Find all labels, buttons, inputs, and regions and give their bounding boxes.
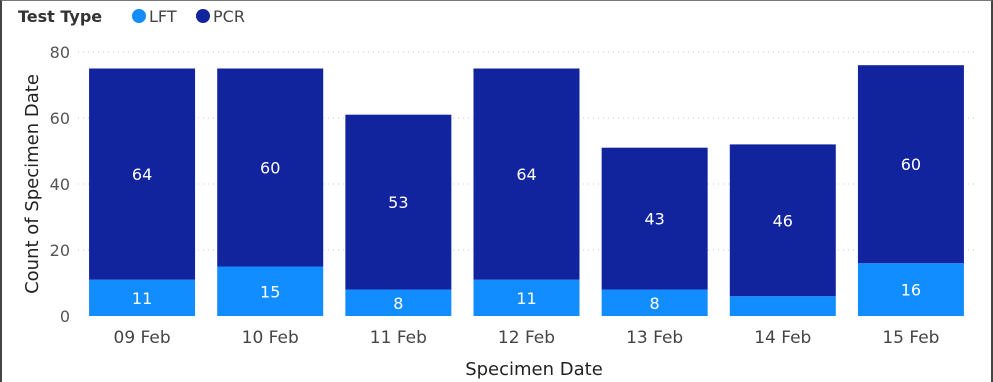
y-tick-label: 40 bbox=[50, 175, 70, 194]
legend-marker-lft bbox=[132, 9, 146, 23]
data-label-pcr: 64 bbox=[132, 165, 152, 184]
data-label-pcr: 60 bbox=[901, 155, 921, 174]
x-tick-label: 11 Feb bbox=[370, 328, 427, 348]
bar-pcr bbox=[729, 144, 836, 297]
data-label-lft: 11 bbox=[132, 289, 152, 308]
legend-marker-pcr bbox=[196, 9, 210, 23]
y-tick-label: 80 bbox=[50, 43, 70, 62]
x-axis-title: Specimen Date bbox=[465, 359, 603, 380]
data-label-lft: 15 bbox=[260, 282, 280, 301]
bar-pcr bbox=[89, 68, 196, 280]
bar-pcr bbox=[345, 114, 452, 290]
bar-lft bbox=[601, 289, 708, 316]
bar-lft bbox=[857, 263, 964, 316]
bar-pcr bbox=[217, 68, 324, 267]
x-tick-label: 09 Feb bbox=[114, 328, 171, 348]
x-tick-label: 15 Feb bbox=[882, 328, 939, 348]
data-label-lft: 8 bbox=[393, 294, 403, 313]
x-tick-label: 10 Feb bbox=[242, 328, 299, 348]
data-label-pcr: 60 bbox=[260, 159, 280, 178]
data-label-lft: 8 bbox=[650, 294, 660, 313]
legend-label-pcr: PCR bbox=[213, 7, 245, 26]
y-tick-label: 0 bbox=[60, 307, 70, 326]
data-label-pcr: 53 bbox=[388, 193, 408, 212]
data-label-pcr: 64 bbox=[516, 165, 536, 184]
data-label-lft: 11 bbox=[516, 289, 536, 308]
bar-pcr bbox=[473, 68, 580, 280]
bar-lft bbox=[729, 296, 836, 316]
y-axis-title: Count of Specimen Date bbox=[22, 74, 43, 294]
x-tick-label: 12 Feb bbox=[498, 328, 555, 348]
x-tick-label: 13 Feb bbox=[626, 328, 683, 348]
bar-pcr bbox=[857, 65, 964, 264]
bar-lft bbox=[217, 266, 324, 316]
bar-pcr bbox=[601, 147, 708, 290]
x-tick-label: 14 Feb bbox=[754, 328, 811, 348]
y-tick-label: 20 bbox=[50, 241, 70, 260]
legend-label-lft: LFT bbox=[149, 7, 177, 26]
bar-lft bbox=[89, 279, 196, 316]
data-label-pcr: 43 bbox=[644, 210, 664, 229]
bar-lft bbox=[473, 279, 580, 316]
data-label-lft: 16 bbox=[901, 281, 921, 300]
data-label-pcr: 46 bbox=[773, 211, 793, 230]
legend-title: Test Type bbox=[18, 7, 102, 26]
y-tick-label: 60 bbox=[50, 109, 70, 128]
bar-lft bbox=[345, 289, 452, 316]
